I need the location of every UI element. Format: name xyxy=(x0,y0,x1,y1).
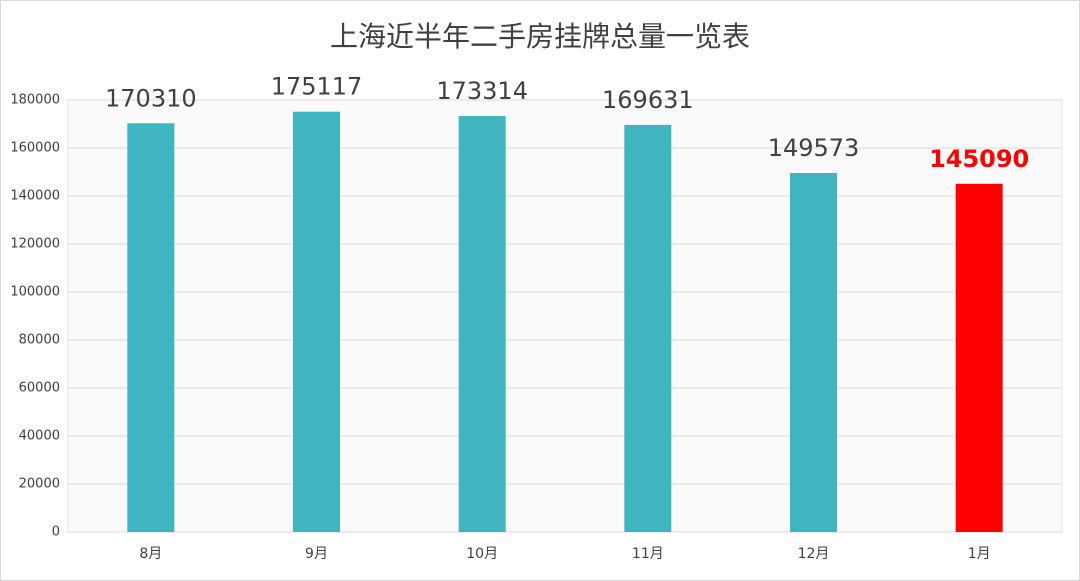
bar xyxy=(293,111,340,532)
x-tick-label: 9月 xyxy=(305,546,328,562)
value-label: 170310 xyxy=(105,84,197,112)
y-tick-label: 60000 xyxy=(19,381,60,396)
value-label: 169631 xyxy=(602,86,694,114)
x-tick-label: 11月 xyxy=(632,546,664,562)
value-label: 145090 xyxy=(929,145,1029,173)
x-tick-label: 1月 xyxy=(968,546,991,562)
x-tick-label: 8月 xyxy=(139,546,162,562)
x-tick-label: 10月 xyxy=(466,546,498,562)
y-tick-label: 140000 xyxy=(10,189,60,204)
value-label: 149573 xyxy=(768,134,860,162)
y-tick-label: 120000 xyxy=(10,237,60,252)
bar xyxy=(624,124,672,533)
value-label: 175117 xyxy=(271,73,363,101)
plot-area xyxy=(67,99,1063,533)
value-label: 173314 xyxy=(436,77,528,105)
bar xyxy=(458,116,506,533)
y-tick-label: 160000 xyxy=(10,141,60,156)
y-tick-label: 100000 xyxy=(10,285,60,300)
chart-title: 上海近半年二手房挂牌总量一览表 xyxy=(330,20,750,53)
bar xyxy=(127,123,175,533)
bar xyxy=(790,173,837,533)
y-tick-label: 80000 xyxy=(19,333,60,348)
y-tick-label: 0 xyxy=(52,525,60,540)
y-tick-label: 20000 xyxy=(19,477,60,492)
y-tick-label: 180000 xyxy=(10,93,60,108)
bar xyxy=(955,183,1003,532)
y-tick-label: 40000 xyxy=(19,429,60,444)
x-tick-label: 12月 xyxy=(798,546,830,562)
